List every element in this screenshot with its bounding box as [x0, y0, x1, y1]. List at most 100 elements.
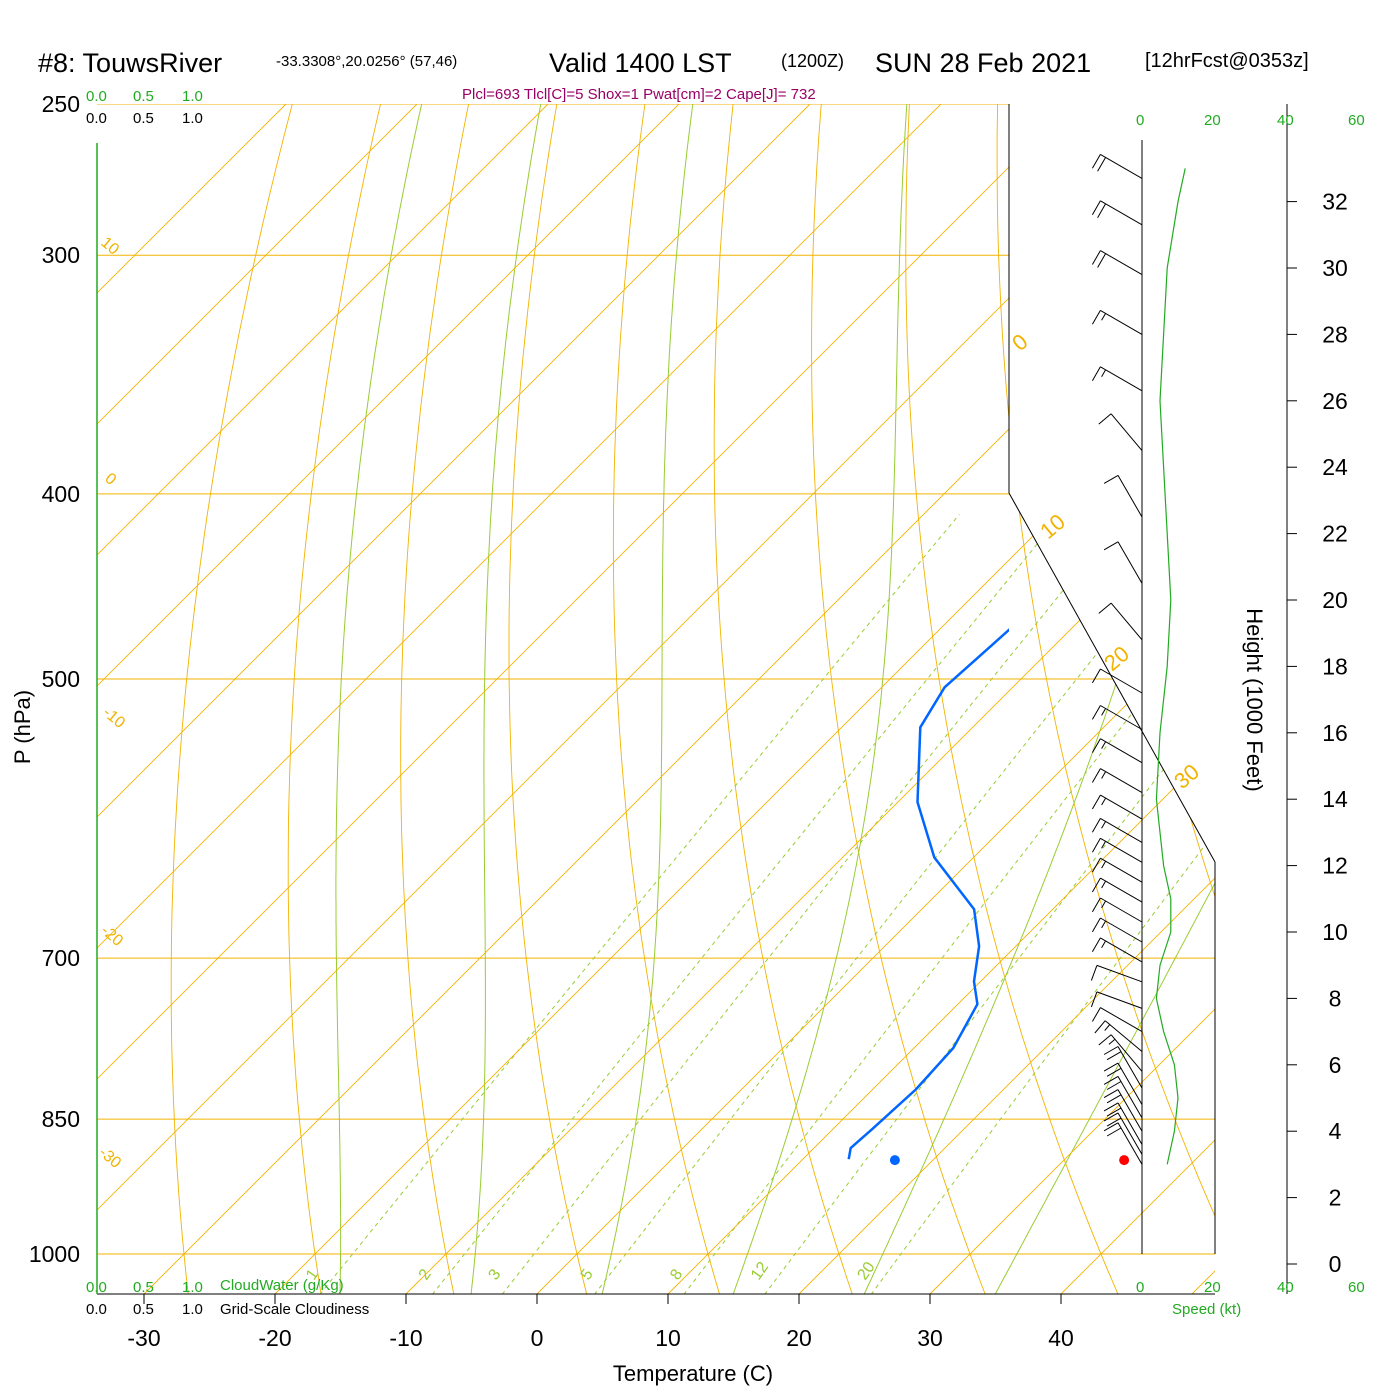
p-label-400: 400	[42, 481, 80, 507]
h-tick-label-24: 24	[1322, 454, 1348, 480]
cw-b-tick-2: 1.0	[182, 1279, 203, 1296]
wind-barb-20	[1091, 768, 1143, 794]
h-tick-label-22: 22	[1322, 521, 1348, 547]
cl-b-tick-0: 0.0	[86, 1301, 107, 1318]
moist-adiabat-lines	[335, 104, 1215, 1294]
mr-label-12: 12	[748, 1259, 772, 1283]
wind-barb-10	[1090, 991, 1143, 1009]
isotherm-0	[536, 104, 1215, 1294]
isotherm--30	[143, 104, 1215, 1294]
dry-adiabat--20	[287, 104, 389, 1294]
wind-barb-5	[1103, 1062, 1143, 1105]
isotherm--80	[97, 104, 680, 1294]
spd-tick-3: 60	[1348, 112, 1365, 129]
isotherm--10	[405, 104, 1215, 1294]
mixing-ratio-1	[319, 514, 960, 1294]
wind-barb-11	[1090, 964, 1143, 983]
temperature-surface-marker	[1119, 1155, 1130, 1166]
cloudiness-label: Grid-Scale Cloudiness	[220, 1301, 369, 1318]
da-label-0: 0	[1007, 329, 1032, 356]
temperature-axis: -30 -20 -10 0 10 20 30 40	[127, 1294, 1074, 1351]
p-label-500: 500	[42, 666, 80, 692]
h-tick-label-14: 14	[1322, 786, 1348, 812]
dewpoint-surface-marker	[889, 1155, 900, 1166]
dewpoint-line	[847, 628, 1009, 1160]
h-tick-label-16: 16	[1322, 720, 1348, 746]
moist-adiabat-1	[470, 104, 545, 1294]
wind-speed-line	[1155, 168, 1186, 1165]
wind-barb-3	[1103, 1089, 1143, 1132]
wind-barb-31	[1091, 200, 1143, 226]
speed-scale-bottom: 0 20 40 60 Speed (kt)	[1136, 1279, 1365, 1318]
dry-adiabat-20	[713, 104, 853, 1294]
thermo-grid	[97, 104, 1215, 1294]
wind-barb-16	[1091, 857, 1143, 883]
isobar-lines	[97, 104, 1215, 1255]
dry-adiabat-10	[612, 104, 721, 1294]
p-label-250: 250	[42, 91, 80, 117]
h-tick-label-26: 26	[1322, 388, 1348, 414]
surface-markers	[889, 1155, 1130, 1166]
wind-barb-23	[1091, 668, 1143, 694]
h-tick-label-12: 12	[1322, 853, 1348, 879]
p-label-700: 700	[42, 945, 80, 971]
mr-label-3: 3	[485, 1266, 504, 1283]
isotherm--60	[97, 104, 942, 1294]
cloudiness-scale-top: 0.0 0.5 1.0	[86, 110, 203, 127]
spd-tick-2: 40	[1277, 112, 1294, 129]
wind-barb-14	[1091, 897, 1143, 923]
wind-barb-25	[1103, 541, 1143, 584]
dry-adiabat--30	[170, 104, 302, 1294]
plot-frame	[97, 104, 1288, 1295]
cloudwater-scale-bottom: 0.0 0.5 1.0 CloudWater (g/Kg)	[86, 1277, 344, 1296]
spd-b-tick-2: 40	[1277, 1279, 1294, 1296]
wind-barb-12	[1091, 937, 1143, 963]
isotherm--50	[97, 104, 1073, 1294]
pressure-tick-labels: 250 300 400 500 700 850 1000	[29, 91, 80, 1267]
moist-adiabat-5	[994, 104, 1215, 1294]
wind-barb-15	[1091, 877, 1143, 903]
speed-label: Speed (kt)	[1172, 1301, 1241, 1318]
h-tick-label-10: 10	[1322, 919, 1348, 945]
mr-label-2: 2	[416, 1266, 435, 1283]
h-tick-label-18: 18	[1322, 653, 1348, 679]
wind-barb-17	[1091, 837, 1143, 863]
moist-adiabat-3	[732, 104, 909, 1294]
stability-params: Plcl=693 Tlcl[C]=5 Shox=1 Pwat[cm]=2 Cap…	[462, 86, 816, 103]
dry-adiabat-lines	[170, 104, 1215, 1294]
wind-barbs	[1090, 153, 1143, 1165]
forecast-label: [12hrFcst@0353z]	[1145, 50, 1309, 72]
cw-b-tick-0: 0.0	[86, 1279, 107, 1296]
isotherm-40	[1060, 104, 1215, 1294]
wind-barb-24	[1098, 602, 1143, 641]
wind-barb-22	[1091, 705, 1143, 730]
isotherm--100	[97, 104, 418, 1294]
moist-adiabat-4	[863, 104, 1215, 1294]
height-axis-label: Height (1000 Feet)	[1242, 608, 1267, 791]
spd-tick-0: 0	[1136, 112, 1144, 129]
cw-tick-1: 0.5	[133, 88, 154, 105]
wind-barb-2	[1103, 1102, 1143, 1145]
wind-barb-30	[1091, 250, 1143, 276]
spd-b-tick-1: 20	[1204, 1279, 1221, 1296]
x-tick-label-40: 40	[1048, 1325, 1074, 1351]
wind-barb-9	[1091, 1007, 1143, 1033]
mixing-ratio-12	[764, 514, 1215, 1294]
x-tick-label-0: 0	[531, 1325, 544, 1351]
isotherm-20	[798, 104, 1215, 1294]
wind-barb-32	[1091, 153, 1143, 179]
cw-tick-2: 1.0	[182, 88, 203, 105]
isotherm--20	[274, 104, 1215, 1294]
x-tick-label--10: -10	[389, 1325, 422, 1351]
x-tick-label-10: 10	[655, 1325, 681, 1351]
sounding-plot	[847, 628, 1009, 1160]
wind-barb-21	[1091, 738, 1143, 764]
cloudwater-scale-top: 0.0 0.5 1.0	[86, 88, 203, 105]
cl-b-tick-2: 1.0	[182, 1301, 203, 1318]
wind-barb-4	[1103, 1075, 1143, 1119]
spd-tick-1: 20	[1204, 112, 1221, 129]
dry-adiabat-0	[508, 104, 588, 1294]
mr-label-20: 20	[854, 1259, 878, 1283]
